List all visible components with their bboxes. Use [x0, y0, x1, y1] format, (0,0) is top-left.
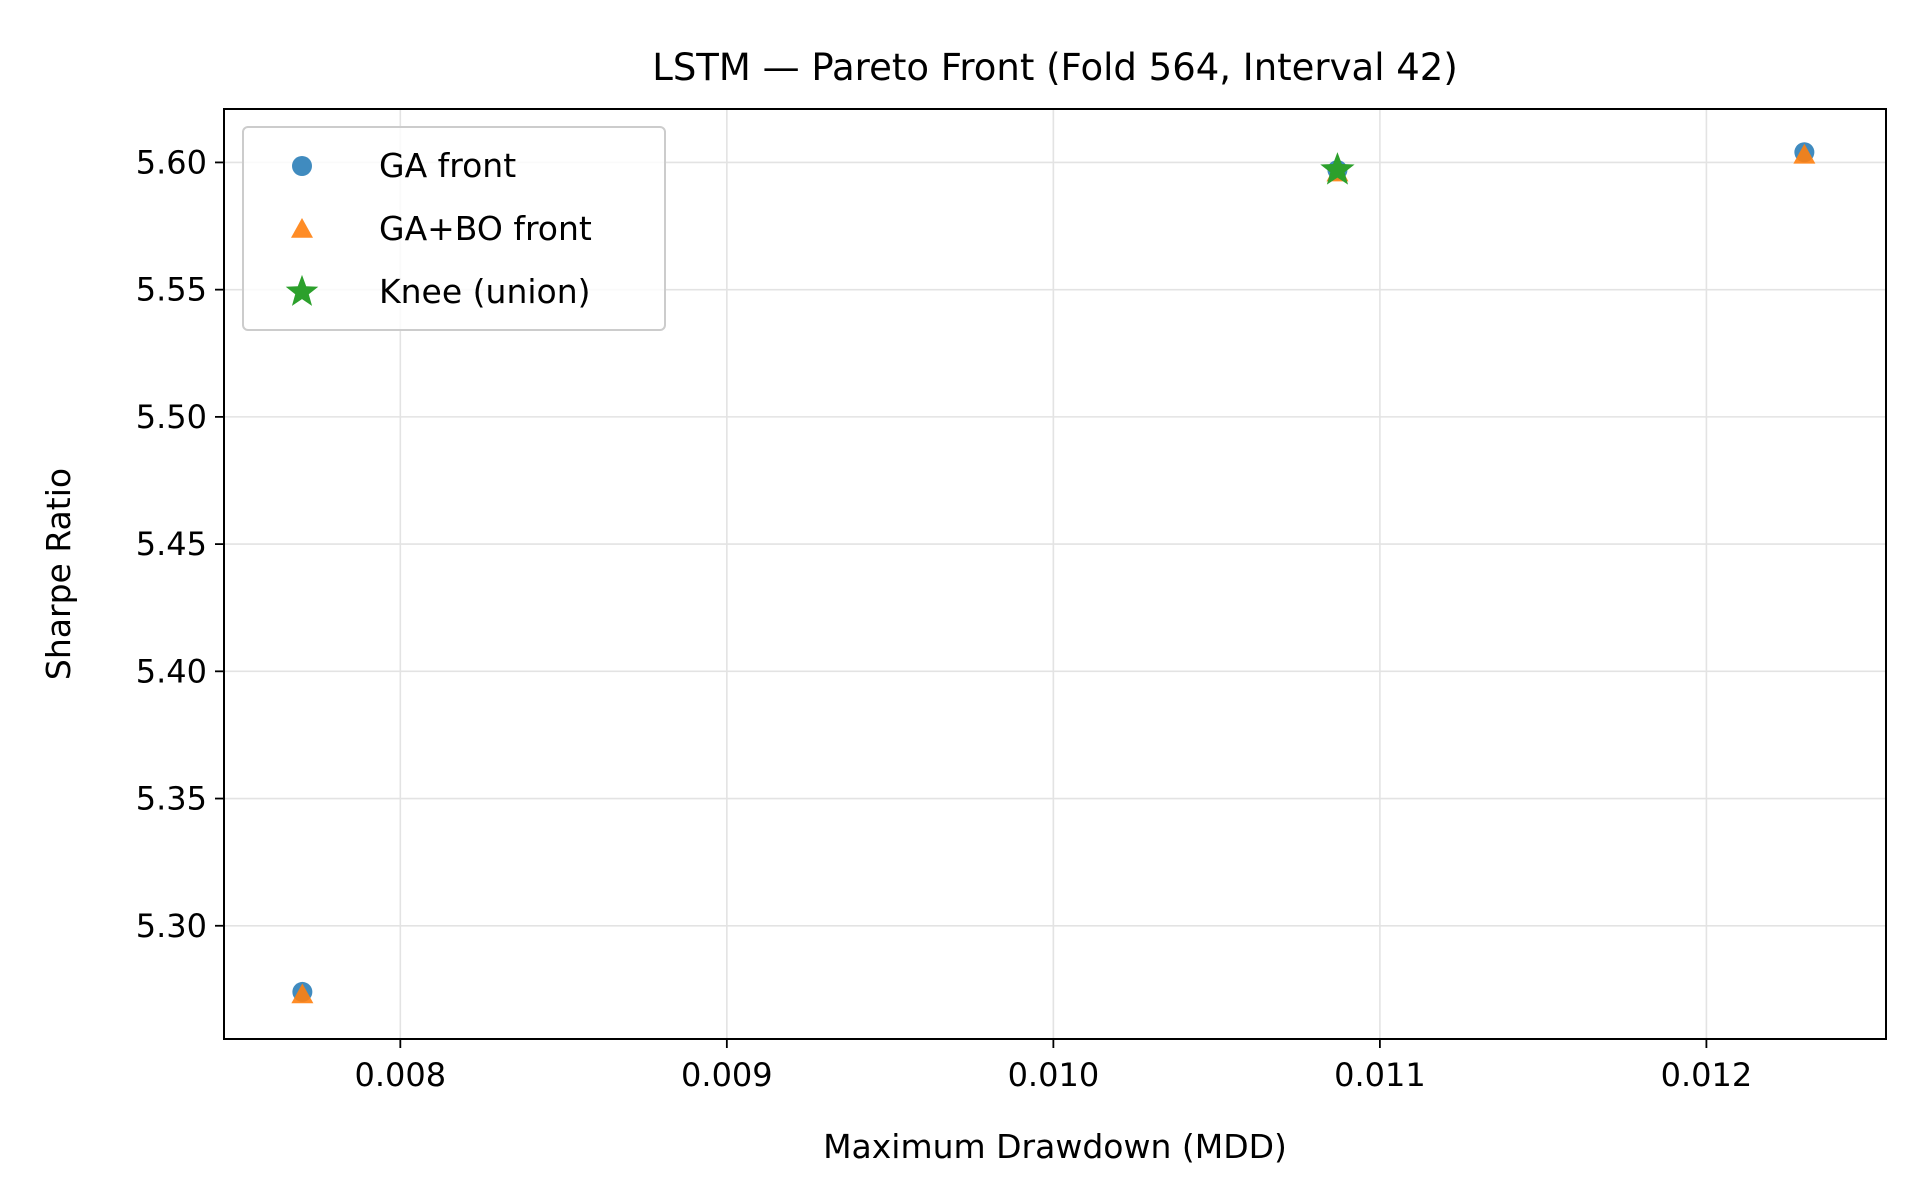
x-tick-label: 0.009 — [681, 1056, 773, 1094]
legend-box — [242, 126, 666, 331]
y-tick-label: 5.50 — [136, 398, 207, 436]
x-axis-label: Maximum Drawdown (MDD) — [823, 1127, 1287, 1166]
y-tick-label: 5.40 — [136, 652, 207, 690]
x-tick-label: 0.011 — [1334, 1056, 1426, 1094]
data-point-triangle — [291, 983, 314, 1004]
x-tick-label: 0.010 — [1008, 1056, 1100, 1094]
y-tick-label: 5.35 — [136, 780, 207, 818]
legend-marker-star — [285, 274, 319, 306]
y-tick-label: 5.55 — [136, 271, 207, 309]
legend-label: GA front — [379, 146, 516, 185]
y-tick-label: 5.30 — [136, 907, 207, 945]
legend-marker-circle — [292, 156, 312, 176]
legend-marker-triangle — [291, 218, 313, 238]
y-axis: 5.30 5.35 5.40 5.45 5.50 5.55 5.60 — [136, 143, 224, 945]
legend-label: GA+BO front — [379, 209, 592, 248]
chart-title: LSTM — Pareto Front (Fold 564, Interval … — [652, 46, 1458, 89]
legend: GA front GA+BO front Knee (union) — [242, 126, 666, 331]
x-axis: 0.008 0.009 0.010 0.011 0.012 — [355, 1039, 1753, 1094]
y-tick-label: 5.60 — [136, 143, 207, 181]
data-point-triangle — [1793, 143, 1816, 164]
x-tick-label: 0.012 — [1661, 1056, 1753, 1094]
y-axis-label: Sharpe Ratio — [39, 468, 78, 680]
data-points — [291, 142, 1816, 1004]
y-tick-label: 5.45 — [136, 525, 207, 563]
legend-label: Knee (union) — [379, 272, 591, 311]
data-point-star — [1320, 152, 1355, 185]
x-tick-label: 0.008 — [355, 1056, 447, 1094]
plot-frame — [223, 108, 1887, 1040]
